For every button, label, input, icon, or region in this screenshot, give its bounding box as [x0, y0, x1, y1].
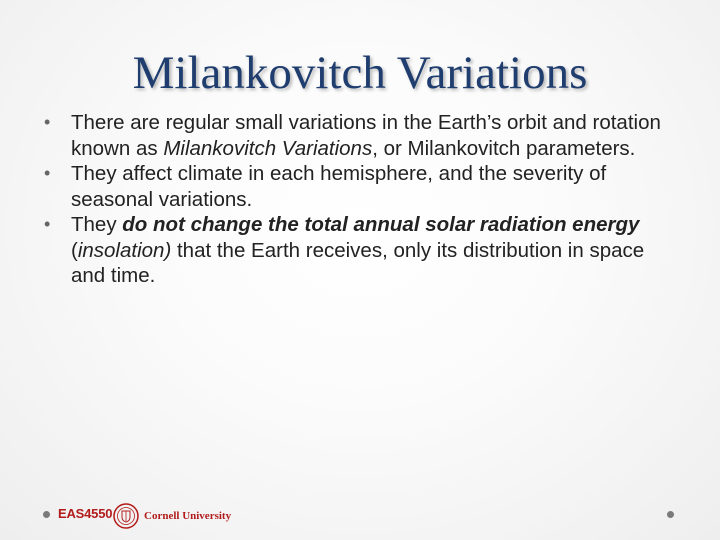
bullet-emphasis: insolation) — [77, 238, 172, 262]
slide-title: Milankovitch Variations — [132, 47, 588, 99]
bullet-list: There are regular small variations in th… — [44, 110, 684, 289]
bullet-strong-emphasis: do not change the total annual solar rad… — [122, 213, 640, 236]
bullet-item: There are regular small variations in th… — [44, 110, 684, 161]
bullet-item: They do not change the total annual sola… — [44, 212, 684, 289]
bullet-item: They affect climate in each hemisphere, … — [44, 161, 684, 212]
bullet-text: There are regular small variations in th… — [71, 111, 661, 160]
cornell-seal-icon — [113, 503, 139, 529]
footer-dot-right — [667, 511, 674, 518]
bullet-text: that the Earth receives, only its distri… — [71, 238, 645, 288]
bullet-text: They affect climate in each hemisphere, … — [71, 162, 607, 211]
bullet-text: ( — [71, 238, 78, 262]
bullet-text: They — [71, 213, 123, 236]
footer-dot-left — [43, 511, 50, 518]
course-code: EAS4550 — [58, 506, 113, 521]
bullet-text: , or Milankovitch parameters. — [372, 136, 636, 160]
bullet-emphasis: Milankovitch Variations — [163, 136, 373, 160]
university-name: Cornell University — [144, 510, 232, 522]
